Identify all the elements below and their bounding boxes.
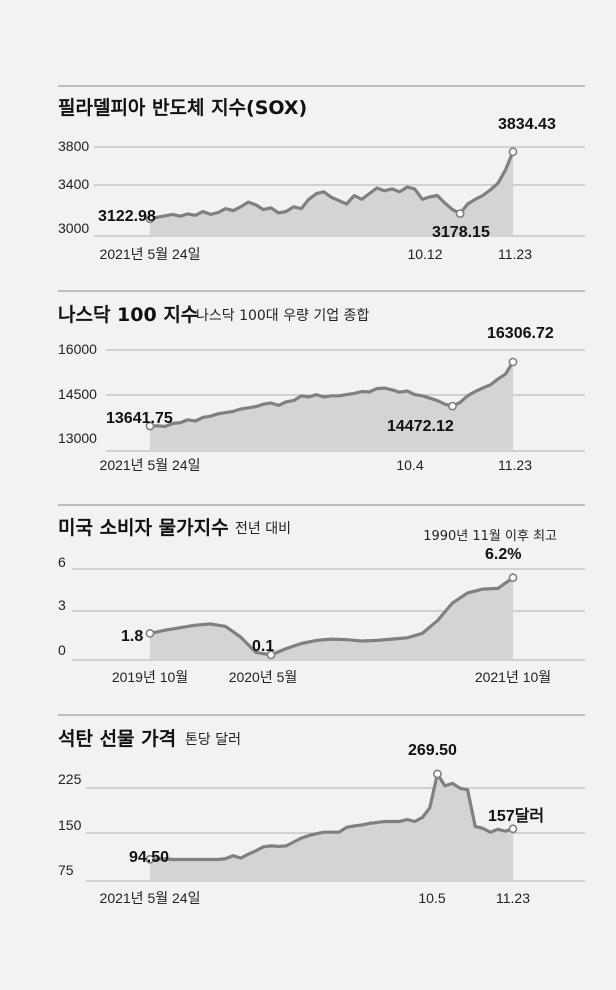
end-point-marker xyxy=(508,824,518,834)
chart-title: 석탄 선물 가격 xyxy=(58,728,176,750)
x-tick-label: 11.23 xyxy=(498,457,532,473)
x-tick-label: 2021년 10월 xyxy=(475,669,551,685)
sox-line xyxy=(148,150,515,221)
chart-sox: 필라델피아 반도체 지수(SOX) 3800 3400 3000 3122.98… xyxy=(58,85,585,262)
start-point-marker xyxy=(145,854,155,864)
x-tick-label: 10.12 xyxy=(407,246,442,262)
y-tick-label: 3 xyxy=(58,597,66,613)
y-tick-label: 6 xyxy=(58,554,66,570)
x-tick-label: 11.23 xyxy=(498,246,532,262)
x-tick-label: 11.23 xyxy=(496,890,530,906)
end-value-label: 157달러 xyxy=(488,806,544,825)
chart-title: 미국 소비자 물가지수 xyxy=(58,517,229,539)
chart-nasdaq100: 나스닥 100 지수 나스닥 100대 우량 기업 종합 16000 14500… xyxy=(58,290,585,473)
peak-point-marker xyxy=(432,769,442,779)
chart-subtitle: 전년 대비 xyxy=(235,521,291,537)
end-value-label: 3834.43 xyxy=(498,116,556,133)
chart-title: 나스닥 100 지수 xyxy=(58,304,198,326)
x-tick-label: 2021년 5월 24일 xyxy=(100,246,201,262)
coal-area xyxy=(150,773,513,881)
start-value-label: 13641.75 xyxy=(106,410,173,427)
y-tick-label: 13000 xyxy=(58,430,97,446)
start-value-label: 94.50 xyxy=(129,849,169,866)
low-value-label: 14472.12 xyxy=(387,418,454,435)
x-tick-label: 2020년 5월 xyxy=(229,669,298,685)
x-tick-label: 2021년 5월 24일 xyxy=(100,890,201,906)
end-point-marker xyxy=(508,573,518,583)
low-point-marker xyxy=(455,209,465,218)
chart-us-cpi: 미국 소비자 물가지수 전년 대비 6 3 0 1.8 0.1 6.2% 199… xyxy=(58,504,585,685)
y-tick-label: 3000 xyxy=(58,220,89,236)
start-point-marker xyxy=(145,214,155,224)
record-note: 1990년 11월 이후 최고 xyxy=(423,529,557,544)
y-tick-label: 0 xyxy=(58,642,66,658)
start-point-marker xyxy=(145,421,155,431)
low-value-label: 0.1 xyxy=(252,638,274,655)
coal-line xyxy=(148,772,515,862)
y-tick-label: 75 xyxy=(58,862,74,878)
x-tick-label: 2021년 5월 24일 xyxy=(100,457,201,473)
chart-title: 필라델피아 반도체 지수(SOX) xyxy=(58,97,307,119)
peak-value-label: 269.50 xyxy=(408,742,457,759)
cpi-line xyxy=(148,576,515,657)
y-tick-label: 150 xyxy=(58,817,82,833)
end-value-label: 6.2% xyxy=(485,546,521,563)
start-value-label: 3122.98 xyxy=(98,208,156,225)
chart-subtitle: 톤당 달러 xyxy=(185,732,241,748)
end-point-marker xyxy=(508,357,518,367)
low-point-marker xyxy=(448,401,457,411)
y-tick-label: 225 xyxy=(58,771,82,787)
x-tick-label: 10.5 xyxy=(418,890,445,906)
chart-subtitle: 나스닥 100대 우량 기업 종합 xyxy=(196,308,369,324)
y-tick-label: 3800 xyxy=(58,138,89,154)
sox-area xyxy=(150,151,513,236)
start-point-marker xyxy=(145,629,155,638)
low-value-label: 3178.15 xyxy=(432,224,490,241)
y-tick-label: 16000 xyxy=(58,341,97,357)
chart-coal-futures: 석탄 선물 가격 톤당 달러 225 150 75 94.50 269.50 1… xyxy=(58,714,585,906)
x-tick-label: 10.4 xyxy=(396,457,423,473)
y-tick-label: 14500 xyxy=(58,386,97,402)
cpi-area xyxy=(150,577,513,660)
low-point-marker xyxy=(266,650,276,660)
y-tick-label: 3400 xyxy=(58,176,89,192)
start-value-label: 1.8 xyxy=(121,628,143,645)
nasdaq-area xyxy=(150,362,513,451)
end-point-marker xyxy=(508,147,518,157)
x-tick-label: 2019년 10월 xyxy=(112,669,188,685)
end-value-label: 16306.72 xyxy=(487,325,554,342)
